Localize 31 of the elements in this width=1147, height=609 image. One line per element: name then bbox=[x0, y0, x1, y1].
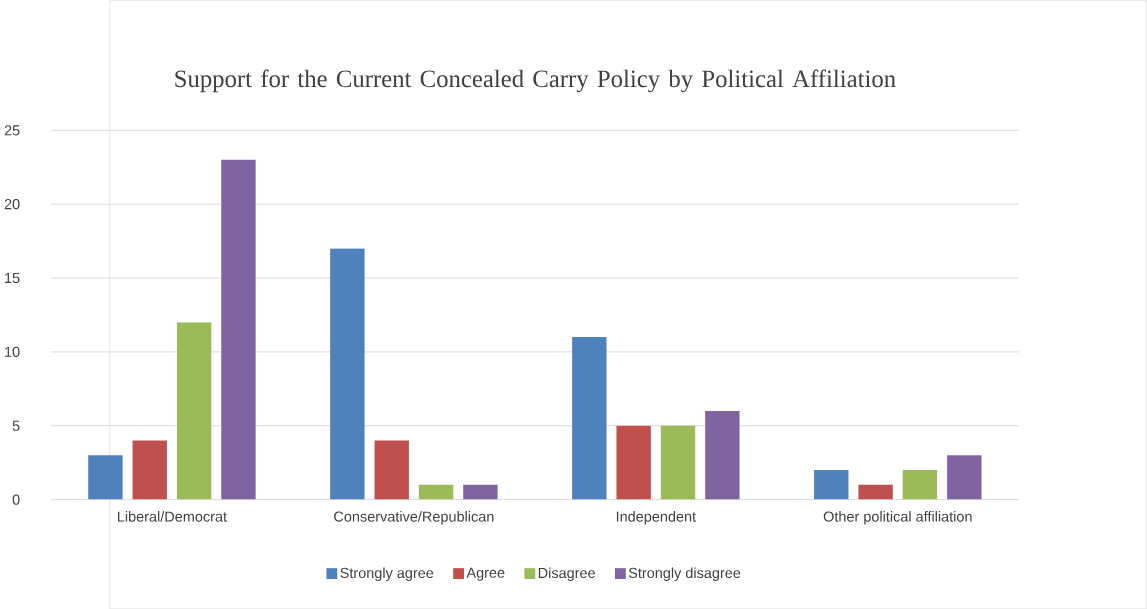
bar bbox=[132, 440, 167, 500]
x-tick-label: Liberal/Democrat bbox=[117, 510, 227, 522]
bar bbox=[814, 469, 849, 500]
bar bbox=[902, 469, 938, 500]
y-tick-label: 25 bbox=[4, 125, 20, 136]
bar bbox=[221, 159, 256, 500]
legend-label: Agree bbox=[466, 567, 505, 581]
x-tick-label: Independent bbox=[616, 510, 696, 525]
legend-label: Strongly agree bbox=[340, 567, 434, 581]
legend-label: Strongly disagree bbox=[628, 567, 741, 581]
x-tick-label: Conservative/Republican bbox=[334, 510, 494, 525]
bar bbox=[463, 484, 498, 500]
chart-title: Support for the Current Concealed Carry Policy by Political Affiliation bbox=[175, 69, 896, 93]
y-tick-label: 20 bbox=[4, 198, 20, 210]
y-tick-label: 0 bbox=[12, 494, 20, 505]
bar bbox=[572, 336, 607, 500]
bar bbox=[176, 322, 212, 500]
bar bbox=[616, 425, 651, 500]
bar bbox=[858, 484, 893, 500]
bar bbox=[374, 440, 409, 500]
y-tick-label: 10 bbox=[5, 346, 20, 357]
bar bbox=[330, 248, 365, 500]
bar bbox=[705, 410, 740, 500]
bar bbox=[418, 484, 454, 500]
bar bbox=[947, 455, 982, 500]
x-tick-label: Other political affiliation bbox=[823, 510, 972, 525]
legend-label: Disagree bbox=[538, 567, 595, 581]
y-tick-label: 15 bbox=[5, 272, 20, 283]
bar bbox=[660, 425, 696, 500]
y-tick-label: 5 bbox=[12, 420, 20, 431]
bar bbox=[88, 455, 123, 500]
